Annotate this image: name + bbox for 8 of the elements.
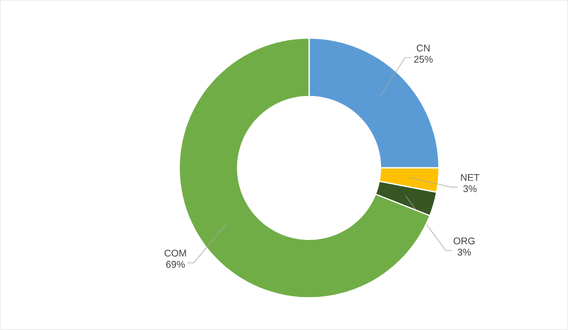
data-label: 25% [414,56,433,63]
slice-label: CN [416,44,430,52]
data-label: 3% [458,248,471,256]
slice-label: NET [461,174,480,181]
slice-label: COM [164,250,186,257]
slice-label: ORG [454,238,475,244]
data-label: 3% [463,185,477,192]
data-label: 69% [166,261,185,268]
